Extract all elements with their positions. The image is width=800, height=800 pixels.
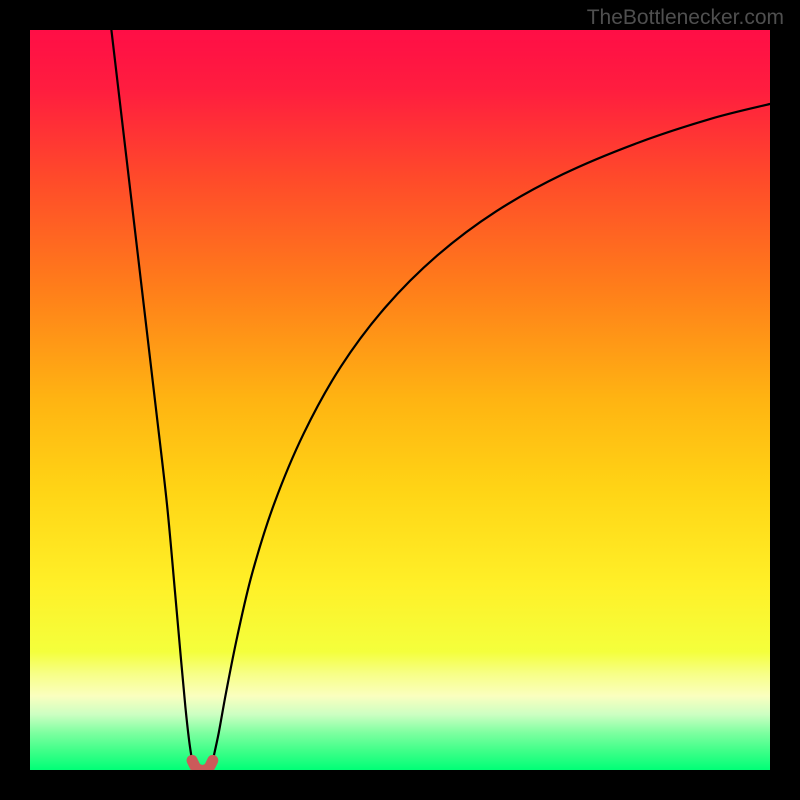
gradient-background (30, 30, 770, 770)
plot-svg (30, 30, 770, 770)
watermark-text: TheBottlenecker.com (587, 6, 784, 30)
chart-container: TheBottlenecker.com (0, 0, 800, 800)
plot-area (30, 30, 770, 770)
